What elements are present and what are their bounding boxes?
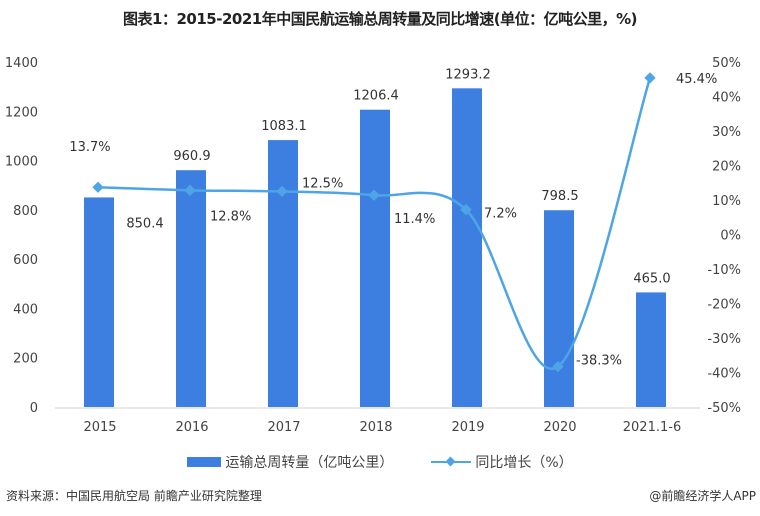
bar-data-label: 960.9 [173, 149, 210, 164]
line-data-label: 12.5% [302, 176, 343, 191]
growth-point [92, 181, 104, 193]
line-data-label: 13.7% [69, 140, 110, 155]
y-left-tick-label: 800 [13, 204, 38, 219]
line-data-label: 12.8% [210, 209, 251, 224]
line-data-label: 7.2% [484, 207, 517, 222]
y-right-tick-label: 30% [712, 125, 741, 140]
growth-point [368, 189, 380, 201]
y-left-tick-label: 1000 [5, 155, 38, 170]
bar-data-label: 850.4 [126, 216, 163, 231]
y-left-tick-label: 400 [13, 302, 38, 317]
x-tick-label: 2017 [267, 420, 300, 435]
y-left-tick-label: 0 [30, 401, 38, 416]
x-tick-label: 2019 [451, 420, 484, 435]
legend-item-bar[interactable]: 运输总周转量（亿吨公里） [187, 452, 393, 472]
bar-data-label: 1293.2 [445, 67, 491, 82]
x-tick-label: 2020 [543, 420, 576, 435]
y-left-tick-label: 1400 [5, 56, 38, 71]
growth-point [276, 185, 288, 198]
growth-point [184, 184, 196, 196]
legend-item-line[interactable]: 同比增长（%） [431, 452, 573, 472]
bar [84, 197, 114, 407]
y-right-tick-label: 10% [712, 194, 741, 209]
bar [636, 292, 666, 407]
y-left-tick-label: 1200 [5, 105, 38, 120]
y-right-tick-label: 50% [712, 56, 741, 71]
bar-data-label: 465.0 [633, 271, 670, 286]
line-data-label: -38.3% [576, 354, 622, 369]
y-right-tick-label: -30% [707, 332, 741, 347]
legend: 运输总周转量（亿吨公里） 同比增长（%） [0, 452, 760, 472]
bar [268, 140, 298, 408]
line-data-label: 45.4% [676, 72, 717, 87]
line-data-label: 11.4% [394, 212, 435, 227]
legend-bar-swatch [187, 457, 222, 467]
bar-data-label: 798.5 [541, 189, 578, 204]
y-right-tick-label: -10% [707, 263, 741, 278]
growth-line [97, 77, 652, 371]
x-tick-label: 2018 [359, 420, 392, 435]
bar [544, 210, 574, 407]
y-right-tick-label: -50% [707, 401, 741, 416]
bar [360, 109, 390, 408]
source-note: 资料来源：中国民用航空局 前瞻产业研究院整理 [6, 489, 262, 503]
legend-line-swatch [431, 456, 472, 468]
y-right-tick-label: 40% [712, 91, 741, 106]
x-tick-label: 2016 [175, 420, 208, 435]
y-left-tick-label: 200 [13, 352, 38, 367]
growth-point [552, 360, 564, 373]
y-left-tick-label: 600 [13, 253, 38, 268]
bar [452, 88, 482, 407]
bar-data-label: 1206.4 [353, 89, 399, 104]
credit: @前瞻经济学人APP [649, 489, 756, 503]
legend-bar-label: 运输总周转量（亿吨公里） [225, 455, 394, 471]
growth-point [460, 204, 472, 216]
y-right-tick-label: 20% [712, 160, 741, 175]
y-right-tick-label: -20% [707, 298, 741, 313]
x-tick-label: 2015 [83, 420, 116, 435]
x-tick-label: 2021.1-6 [623, 420, 681, 435]
bar [176, 170, 206, 407]
legend-line-label: 同比增长（%） [475, 455, 573, 471]
y-right-tick-label: 0% [720, 229, 741, 244]
growth-point [644, 72, 656, 84]
chart-area: 0 200 400 600 800 1000 1200 1400 -50% -40% -30% -20… [5, 56, 741, 435]
bar-data-label: 1083.1 [261, 119, 307, 134]
y-right-tick-label: -40% [707, 367, 741, 382]
chart-title: 图表1：2015-2021年中国民航运输总周转量及同比增速(单位：亿吨公里，%) [123, 10, 637, 28]
